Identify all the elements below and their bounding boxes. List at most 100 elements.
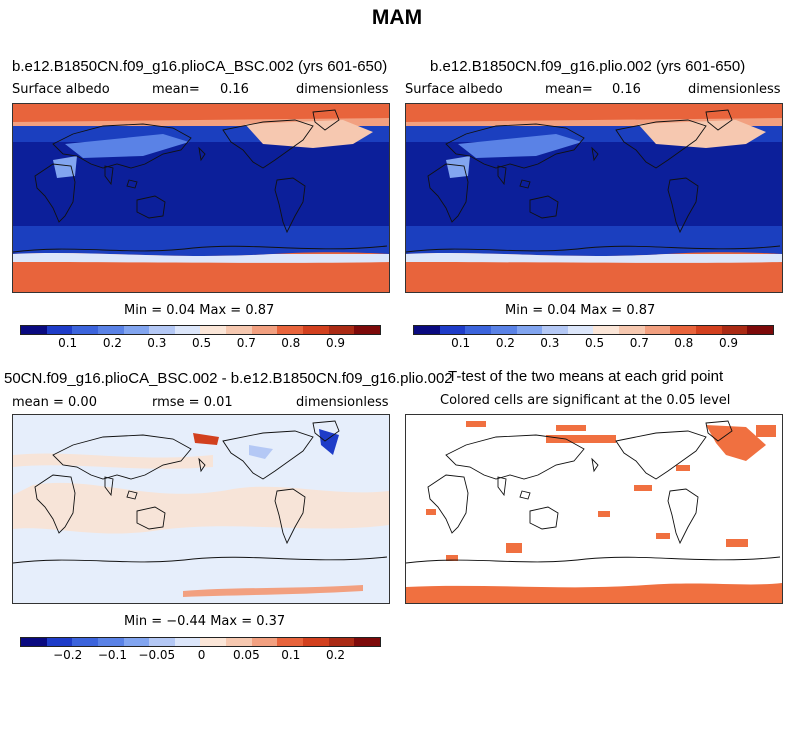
colorbar-swatch bbox=[251, 326, 278, 334]
top-left-mean-label: mean= bbox=[152, 82, 200, 97]
colorbar-tick-label: −0.05 bbox=[138, 648, 176, 662]
difference-map-svg bbox=[13, 415, 389, 603]
colorbar-swatch bbox=[619, 326, 645, 334]
difference-colorbar bbox=[20, 637, 381, 647]
colorbar-swatch bbox=[303, 638, 329, 646]
colorbar-swatch bbox=[251, 638, 278, 646]
colorbar-swatch bbox=[747, 326, 773, 334]
eurasia-land bbox=[65, 134, 189, 158]
colorbar-swatch bbox=[354, 638, 380, 646]
colorbar-swatch bbox=[226, 326, 252, 334]
colorbar-swatch bbox=[465, 326, 491, 334]
colorbar-tick-label: 0.2 bbox=[102, 336, 122, 350]
colorbar-tick-label: 0.7 bbox=[629, 336, 649, 350]
top-left-mean-value: 0.16 bbox=[220, 82, 249, 97]
colorbar-tick-label: 0.5 bbox=[192, 336, 212, 350]
colorbar-tick-label: −0.2 bbox=[53, 648, 83, 662]
arctic-negative-anomaly bbox=[319, 429, 339, 455]
colorbar-swatch bbox=[97, 638, 124, 646]
bottom-left-mean: mean = 0.00 bbox=[12, 395, 97, 410]
top-left-units: dimensionless bbox=[296, 82, 389, 97]
colorbar-swatch bbox=[567, 326, 594, 334]
bottom-left-units: dimensionless bbox=[296, 395, 389, 410]
difference-map bbox=[12, 414, 390, 604]
top-right-variable-label: Surface albedo bbox=[405, 82, 503, 97]
colorbar-tick-label: 0.1 bbox=[281, 648, 301, 662]
top-left-map-svg bbox=[13, 104, 389, 292]
colorbar-swatch bbox=[174, 638, 201, 646]
antarctic-positive-anomaly bbox=[183, 585, 363, 597]
antarctic-sea-ice-edge bbox=[13, 253, 389, 263]
colorbar-tick-label: 0.8 bbox=[674, 336, 694, 350]
antarctic-sea-ice-edge bbox=[406, 253, 782, 263]
colorbar-swatch bbox=[72, 638, 98, 646]
colorbar-swatch bbox=[490, 326, 517, 334]
colorbar-tick-label: 0.2 bbox=[325, 648, 346, 662]
top-right-map-svg bbox=[406, 104, 782, 292]
sahara-bright-land bbox=[53, 156, 77, 178]
bottom-left-rmse: rmse = 0.01 bbox=[152, 395, 233, 410]
top-right-albedo-map bbox=[405, 103, 783, 293]
colorbar-swatch bbox=[670, 326, 697, 334]
colorbar-swatch bbox=[721, 326, 748, 334]
bottom-right-panel-title: T-test of the two means at each grid poi… bbox=[448, 368, 724, 385]
colorbar-swatch bbox=[328, 638, 355, 646]
colorbar-swatch bbox=[516, 326, 543, 334]
colorbar-tick-label: 0.3 bbox=[147, 336, 167, 350]
colorbar-swatch bbox=[414, 326, 440, 334]
colorbar-swatch bbox=[644, 326, 671, 334]
top-right-units: dimensionless bbox=[688, 82, 781, 97]
colorbar-swatch bbox=[123, 326, 150, 334]
colorbar-swatch bbox=[439, 326, 466, 334]
north-america-snow bbox=[638, 120, 766, 148]
top-right-colorbar-ticks: 0.1 0.2 0.3 0.5 0.7 0.8 0.9 bbox=[413, 336, 774, 352]
top-right-colorbar bbox=[413, 325, 774, 335]
colorbar-swatch bbox=[200, 638, 227, 646]
eurasia-land bbox=[458, 134, 582, 158]
colorbar-tick-label: 0.9 bbox=[718, 336, 739, 350]
colorbar-swatch bbox=[354, 326, 380, 334]
colorbar-tick-label: 0.1 bbox=[58, 336, 78, 350]
top-right-panel-title: b.e12.B1850CN.f09_g16.plio.002 (yrs 601-… bbox=[430, 58, 746, 75]
colorbar-swatch bbox=[593, 326, 620, 334]
colorbar-tick-label: 0.7 bbox=[236, 336, 256, 350]
ttest-map-svg bbox=[406, 415, 782, 603]
top-left-colorbar-ticks: 0.1 0.2 0.3 0.5 0.7 0.8 0.9 bbox=[20, 336, 381, 352]
colorbar-swatch bbox=[21, 638, 47, 646]
top-right-min-max: Min = 0.04 Max = 0.87 bbox=[505, 303, 656, 318]
colorbar-swatch bbox=[328, 326, 355, 334]
colorbar-swatch bbox=[97, 326, 124, 334]
top-left-variable-label: Surface albedo bbox=[12, 82, 110, 97]
sahara-bright-land bbox=[446, 156, 470, 178]
arctic-positive-anomaly bbox=[193, 433, 219, 445]
bottom-right-subtitle: Colored cells are significant at the 0.0… bbox=[440, 393, 731, 408]
top-left-colorbar bbox=[20, 325, 381, 335]
north-america-snow bbox=[245, 120, 373, 148]
colorbar-swatch bbox=[72, 326, 98, 334]
colorbar-tick-label: 0.3 bbox=[540, 336, 560, 350]
colorbar-tick-label: 0.2 bbox=[495, 336, 515, 350]
bottom-left-min-max: Min = −0.44 Max = 0.37 bbox=[124, 614, 286, 629]
ttest-significance-map bbox=[405, 414, 783, 604]
top-left-albedo-map bbox=[12, 103, 390, 293]
colorbar-swatch bbox=[303, 326, 329, 334]
top-right-mean-label: mean= bbox=[545, 82, 593, 97]
top-right-mean-value: 0.16 bbox=[612, 82, 641, 97]
colorbar-swatch bbox=[149, 638, 175, 646]
colorbar-swatch bbox=[149, 326, 175, 334]
colorbar-swatch bbox=[174, 326, 201, 334]
colorbar-tick-label: 0.5 bbox=[585, 336, 605, 350]
figure-title: MAM bbox=[371, 6, 423, 29]
colorbar-swatch bbox=[277, 326, 304, 334]
positive-tropics bbox=[13, 482, 389, 534]
significant-cells bbox=[406, 421, 782, 603]
colorbar-swatch bbox=[123, 638, 150, 646]
colorbar-swatch bbox=[542, 326, 568, 334]
difference-colorbar-ticks: −0.2 −0.1 −0.05 0 0.05 0.1 0.2 bbox=[20, 648, 381, 664]
north-america-negative bbox=[249, 445, 273, 459]
colorbar-swatch bbox=[21, 326, 47, 334]
colorbar-tick-label: 0.8 bbox=[281, 336, 301, 350]
colorbar-tick-label: 0.9 bbox=[325, 336, 346, 350]
colorbar-swatch bbox=[226, 638, 252, 646]
colorbar-tick-label: 0.1 bbox=[451, 336, 471, 350]
